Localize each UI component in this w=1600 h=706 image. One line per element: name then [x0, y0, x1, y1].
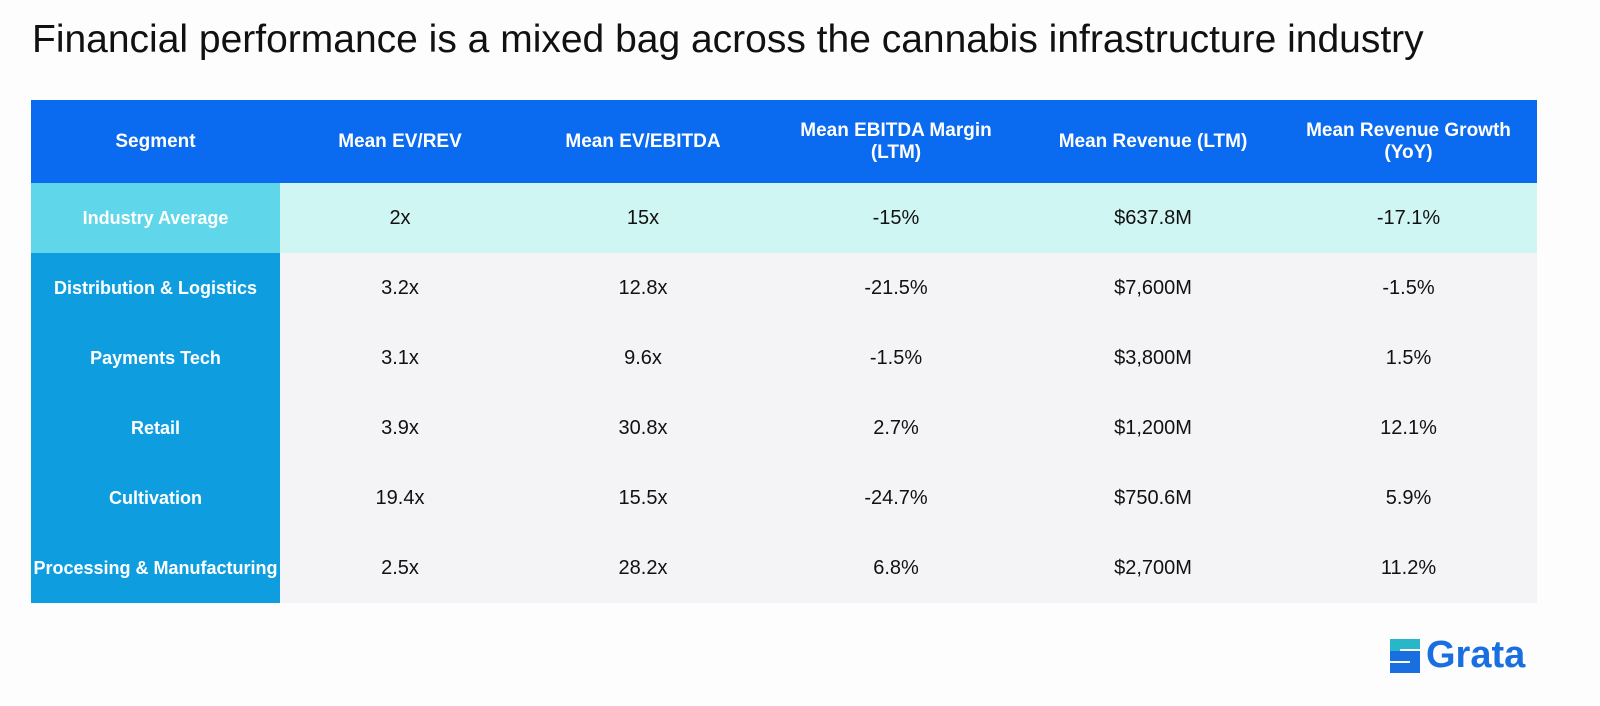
logo-text: Grata: [1426, 634, 1526, 676]
value-cell: $3,800M: [1026, 323, 1280, 393]
value-cell: 12.8x: [520, 253, 766, 323]
value-cell: 3.2x: [280, 253, 520, 323]
table-row: Distribution & Logistics 3.2x 12.8x -21.5% $…: [31, 253, 1537, 323]
table-head: Segment Mean EV/REV Mean EV/EBITDA Mean EBI…: [31, 100, 1537, 183]
value-cell: 2x: [280, 183, 520, 253]
segment-cell: Retail: [31, 393, 280, 463]
value-cell: $2,700M: [1026, 533, 1280, 603]
value-cell: $750.6M: [1026, 463, 1280, 533]
value-cell: -1.5%: [766, 323, 1026, 393]
value-cell: $1,200M: [1026, 393, 1280, 463]
column-header: Segment: [31, 100, 280, 183]
value-cell: 12.1%: [1280, 393, 1537, 463]
value-cell: -24.7%: [766, 463, 1026, 533]
segment-cell: Distribution & Logistics: [31, 253, 280, 323]
segment-cell: Processing & Manufacturing: [31, 533, 280, 603]
table-row: Cultivation 19.4x 15.5x -24.7% $750.6M 5.9%: [31, 463, 1537, 533]
segment-cell: Payments Tech: [31, 323, 280, 393]
column-header: Mean EV/REV: [280, 100, 520, 183]
value-cell: -1.5%: [1280, 253, 1537, 323]
header-row: Segment Mean EV/REV Mean EV/EBITDA Mean EBI…: [31, 100, 1537, 183]
table-row: Industry Average 2x 15x -15% $637.8M -17.1%: [31, 183, 1537, 253]
segment-cell: Industry Average: [31, 183, 280, 253]
value-cell: 2.5x: [280, 533, 520, 603]
logo: Grata: [1390, 634, 1525, 677]
column-header: Mean Revenue (LTM): [1026, 100, 1280, 183]
value-cell: 28.2x: [520, 533, 766, 603]
value-cell: 15.5x: [520, 463, 766, 533]
value-cell: -15%: [766, 183, 1026, 253]
value-cell: 5.9%: [1280, 463, 1537, 533]
table-body: Industry Average 2x 15x -15% $637.8M -17.1% Di…: [31, 183, 1537, 603]
value-cell: 11.2%: [1280, 533, 1537, 603]
column-header: Mean EBITDA Margin (LTM): [766, 100, 1026, 183]
value-cell: $7,600M: [1026, 253, 1280, 323]
logo-icon: [1390, 638, 1420, 673]
value-cell: 9.6x: [520, 323, 766, 393]
value-cell: -21.5%: [766, 253, 1026, 323]
value-cell: 19.4x: [280, 463, 520, 533]
value-cell: 15x: [520, 183, 766, 253]
value-cell: 2.7%: [766, 393, 1026, 463]
title: Financial performance is a mixed bag acr…: [32, 18, 1424, 61]
column-header: Mean EV/EBITDA: [520, 100, 766, 183]
table-row: Processing & Manufacturing 2.5x 28.2x 6.8% $…: [31, 533, 1537, 603]
value-cell: 6.8%: [766, 533, 1026, 603]
value-cell: 3.1x: [280, 323, 520, 393]
value-cell: 30.8x: [520, 393, 766, 463]
value-cell: 3.9x: [280, 393, 520, 463]
value-cell: 1.5%: [1280, 323, 1537, 393]
table-row: Retail 3.9x 30.8x 2.7% $1,200M 12.1%: [31, 393, 1537, 463]
value-cell: $637.8M: [1026, 183, 1280, 253]
segment-cell: Cultivation: [31, 463, 280, 533]
column-header: Mean Revenue Growth (YoY): [1280, 100, 1537, 183]
table-row: Payments Tech 3.1x 9.6x -1.5% $3,800M 1.5%: [31, 323, 1537, 393]
value-cell: -17.1%: [1280, 183, 1537, 253]
table: Segment Mean EV/REV Mean EV/EBITDA Mean EBI…: [31, 100, 1537, 603]
